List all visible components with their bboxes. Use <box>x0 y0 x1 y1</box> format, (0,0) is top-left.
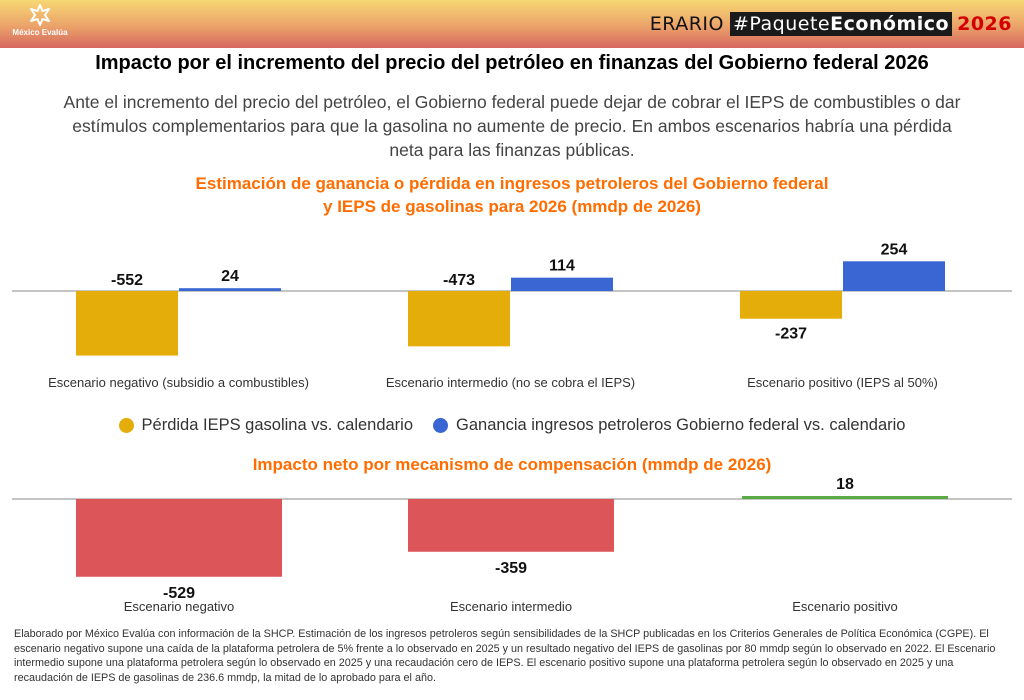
chart1-title-line1: Estimación de ganancia o pérdida en ingr… <box>195 174 829 193</box>
chart2-data-label: 18 <box>836 476 854 493</box>
star-burst-icon <box>30 4 50 26</box>
chart1-data-label: 254 <box>881 241 908 258</box>
chart1-data-label: -552 <box>111 272 143 289</box>
chart1-data-label: -237 <box>775 326 807 343</box>
footnote: Elaborado por México Evalúa con informac… <box>14 628 996 684</box>
chart1-bar-loss-2 <box>740 291 842 319</box>
brand-tag-regular: #Paquete <box>732 13 831 35</box>
chart2-bar-2 <box>742 496 948 499</box>
chart1-title: Estimación de ganancia o pérdida en ingr… <box>0 172 1024 218</box>
chart1-bar-loss-0 <box>76 291 178 356</box>
chart1-category-label: Escenario positivo (IEPS al 50%) <box>747 375 938 390</box>
logo-text: México Evalúa <box>12 28 68 37</box>
chart1-bar-gain-2 <box>843 261 945 291</box>
chart2-bar-1 <box>408 499 614 552</box>
legend-item-gain: Ganancia ingresos petroleros Gobierno fe… <box>433 416 905 435</box>
chart2-category-label: Escenario negativo <box>124 599 235 614</box>
chart1-bar-loss-1 <box>408 291 510 347</box>
brand-year: 2026 <box>957 13 1012 35</box>
legend-item-loss: Pérdida IEPS gasolina vs. calendario <box>118 416 414 435</box>
chart2-bar-chart: -529 -359 18 Escenario negativo Escenario in… <box>12 476 1012 614</box>
brand-tag-bold: Económico <box>830 13 950 35</box>
legend-label-gain: Ganancia ingresos petroleros Gobierno fe… <box>456 416 906 434</box>
chart2-category-label: Escenario intermedio <box>450 599 572 614</box>
chart2-category-label: Escenario positivo <box>792 599 898 614</box>
brand-erario: ERARIO <box>649 13 724 35</box>
mexico-evalua-logo: México Evalúa <box>10 3 70 37</box>
page-title: Impacto por el incremento del precio del… <box>95 52 929 74</box>
chart1-title-line2: y IEPS de gasolinas para 2026 (mmdp de 2… <box>323 197 701 216</box>
chart2-data-label: -529 <box>163 585 195 602</box>
chart2-data-label: -359 <box>495 560 527 577</box>
brand-hashtag: #PaqueteEconómico <box>729 12 953 36</box>
chart1-category-label: Escenario negativo (subsidio a combustib… <box>48 375 309 390</box>
chart1-bar-chart: -552 -473 -237 24 114 254 Escenario negativo (… <box>12 241 1012 390</box>
legend-dot-gold <box>118 418 134 433</box>
chart1-legend: Pérdida IEPS gasolina vs. calendario Gan… <box>0 416 1024 435</box>
chart1-data-label: -473 <box>443 272 475 289</box>
legend-dot-blue <box>433 418 449 433</box>
chart1-data-label: 24 <box>221 268 239 285</box>
chart1-bar-gain-0 <box>179 288 281 291</box>
chart1-data-label: 114 <box>549 258 575 275</box>
chart1-bar-gain-1 <box>511 277 613 291</box>
header-banner: México Evalúa ERARIO #PaqueteEconómico 2… <box>0 0 1024 48</box>
chart1-category-label: Escenario intermedio (no se cobra el IEP… <box>386 375 635 390</box>
erario-brand: ERARIO #PaqueteEconómico 2026 <box>650 12 1012 36</box>
legend-label-loss: Pérdida IEPS gasolina vs. calendario <box>141 416 414 434</box>
chart2-bar-0 <box>76 499 282 577</box>
page-subtitle: Ante el incremento del precio del petról… <box>63 92 961 160</box>
chart2-title: Impacto neto por mecanismo de compensaci… <box>252 455 772 474</box>
